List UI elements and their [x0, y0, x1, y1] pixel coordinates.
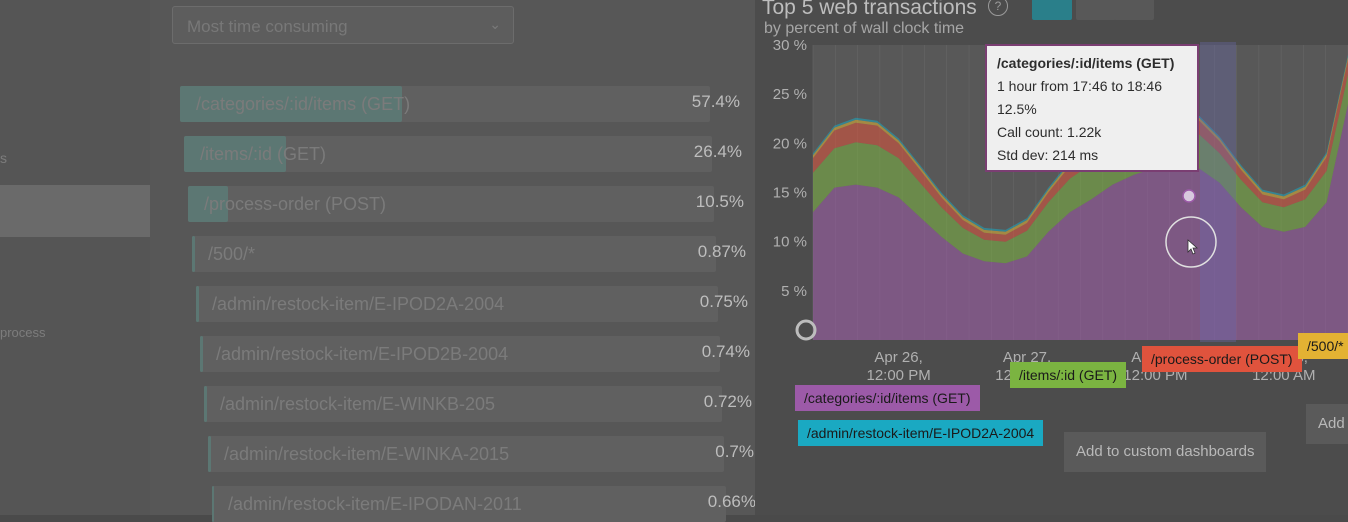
x-tick-label: Apr 26, 12:00 PM — [866, 349, 930, 384]
transaction-row[interactable]: /admin/restock-item/E-IPOD2B-2004 0.74% — [200, 336, 750, 372]
y-tick-label: 30 % — [773, 37, 807, 54]
tooltip-value: 12.5% — [997, 101, 1037, 117]
y-tick-label: 25 % — [773, 86, 807, 103]
left-navigation: s process — [0, 0, 155, 515]
legend-label: /admin/restock-item/E-IPOD2A-2004 — [807, 425, 1035, 441]
row-bar-fill — [180, 86, 402, 122]
transaction-percent: 57.4% — [691, 92, 740, 111]
nav-item-active[interactable] — [0, 185, 155, 237]
transaction-name: /process-order (POST) — [204, 194, 387, 214]
legend-item-500[interactable]: /500/* — [1298, 333, 1348, 359]
transaction-row[interactable]: /items/:id (GET) 26.4% — [184, 136, 742, 172]
nav-item[interactable]: s — [0, 150, 7, 166]
row-bar-fill — [212, 486, 214, 522]
add-to-custom-dashboards-button[interactable]: Add to custom dashboards — [1064, 432, 1267, 472]
row-bar-background — [188, 186, 714, 222]
row-bar-background — [204, 386, 722, 422]
transaction-name: /categories/:id/items (GET) — [196, 94, 411, 114]
legend-item-process-order[interactable]: /process-order (POST) — [1142, 346, 1302, 372]
transaction-percent: 0.66% — [707, 492, 756, 511]
legend-item-items-id[interactable]: /items/:id (GET) — [1010, 362, 1127, 388]
transaction-percent: 26.4% — [693, 142, 742, 161]
transaction-percent: 0.75% — [699, 292, 748, 311]
sort-dropdown[interactable]: Most time consuming ⌄ — [172, 6, 514, 44]
row-bar-fill — [192, 236, 195, 272]
tooltip-call-count: Call count: 1.22k — [997, 124, 1102, 140]
transaction-name: /items/:id (GET) — [200, 144, 327, 164]
legend-label: /items/:id (GET) — [1019, 367, 1118, 383]
transaction-row[interactable]: /500/* 0.87% — [192, 236, 746, 272]
transaction-row[interactable]: /categories/:id/items (GET) 57.4% — [180, 86, 740, 122]
legend-label: /categories/:id/items (GET) — [804, 390, 971, 406]
row-bar-fill — [204, 386, 207, 422]
transaction-row[interactable]: /process-order (POST) 10.5% — [188, 186, 744, 222]
row-bar-fill — [208, 436, 211, 472]
nav-item[interactable]: process — [0, 325, 46, 340]
transaction-row[interactable]: /admin/restock-item/E-IPODAN-2011 0.66% — [212, 486, 756, 522]
hover-highlight-band — [1200, 42, 1236, 342]
chart-tooltip: /categories/:id/items (GET) 1 hour from … — [985, 44, 1199, 172]
help-icon[interactable]: ? — [988, 0, 1008, 16]
row-bar-fill — [188, 186, 228, 222]
row-bar-fill — [196, 286, 199, 322]
tooltip-time-range: 1 hour from 17:46 to 18:46 — [997, 78, 1162, 94]
y-tick-label: 15 % — [773, 185, 807, 202]
transaction-name: /admin/restock-item/E-WINKA-2015 — [224, 444, 510, 464]
pointer-hand-icon — [1187, 239, 1199, 255]
row-bar-background — [208, 436, 724, 472]
row-bar-fill — [184, 136, 286, 172]
transaction-percent: 0.74% — [701, 342, 750, 361]
area-chart-toggle-button[interactable] — [1032, 0, 1072, 20]
row-bar-background — [196, 286, 718, 322]
legend-label: /500/* — [1307, 338, 1344, 354]
transaction-name: /admin/restock-item/E-IPODAN-2011 — [228, 494, 522, 514]
transaction-percent: 10.5% — [695, 192, 744, 211]
transaction-name: /admin/restock-item/E-IPOD2A-2004 — [212, 294, 505, 314]
transaction-percent: 0.72% — [703, 392, 752, 411]
chart-title: Top 5 web transactions — [762, 0, 977, 19]
area-series-1[interactable] — [813, 74, 1348, 264]
legend-label: /process-order (POST) — [1151, 351, 1293, 367]
row-bar-fill — [200, 336, 203, 372]
cursor-highlight-ring — [1165, 216, 1217, 268]
y-tick-label: 5 % — [781, 283, 807, 300]
y-tick-label: 10 % — [773, 234, 807, 251]
transaction-percent: 0.7% — [715, 442, 754, 461]
tooltip-std-dev: Std dev: 214 ms — [997, 147, 1099, 163]
chart-loading-icon — [795, 319, 817, 341]
add-to-button[interactable]: Add to — [1306, 404, 1348, 444]
bar-chart-toggle-button[interactable] — [1076, 0, 1116, 20]
chart-subtitle: by percent of wall clock time — [764, 20, 965, 37]
transaction-row[interactable]: /admin/restock-item/E-IPOD2A-2004 0.75% — [196, 286, 748, 322]
tooltip-title: /categories/:id/items (GET) — [997, 55, 1175, 71]
chevron-down-icon: ⌄ — [489, 16, 501, 32]
transaction-row[interactable]: /admin/restock-item/E-WINKA-2015 0.7% — [208, 436, 754, 472]
transaction-percent: 0.87% — [697, 242, 746, 261]
area-series-0[interactable] — [813, 104, 1348, 340]
line-chart-toggle-button[interactable] — [1114, 0, 1154, 20]
transaction-name: /500/* — [208, 244, 256, 264]
transaction-name: /admin/restock-item/E-WINKB-205 — [220, 394, 496, 414]
transaction-row[interactable]: /admin/restock-item/E-WINKB-205 0.72% — [204, 386, 752, 422]
legend-item-categories-items[interactable]: /categories/:id/items (GET) — [795, 385, 980, 411]
sort-dropdown-value: Most time consuming — [187, 17, 348, 36]
legend-item-admin-restock[interactable]: /admin/restock-item/E-IPOD2A-2004 — [798, 420, 1044, 446]
row-bar-background — [200, 336, 720, 372]
y-tick-label: 20 % — [773, 135, 807, 152]
row-bar-background — [192, 236, 716, 272]
hover-point — [1182, 189, 1196, 203]
transaction-name: /admin/restock-item/E-IPOD2B-2004 — [216, 344, 509, 364]
